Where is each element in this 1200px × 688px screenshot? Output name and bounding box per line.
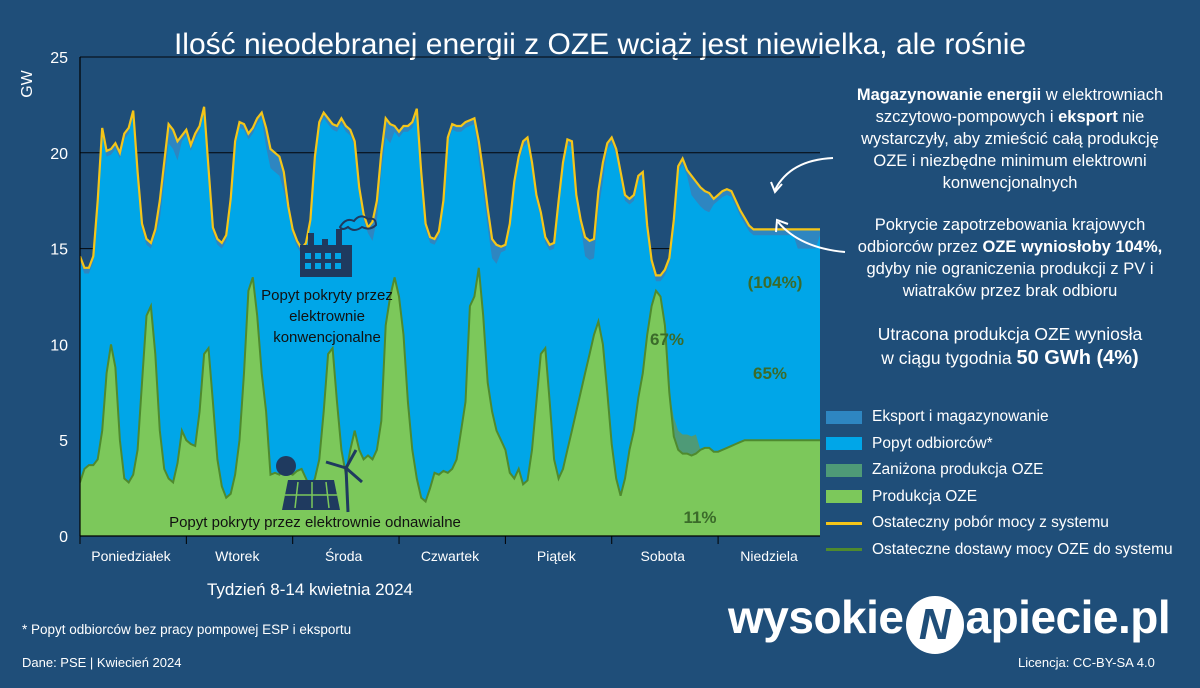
x-tick-label: Sobota: [641, 548, 686, 564]
legend-item: Produkcja OZE: [826, 484, 1173, 511]
annotation-arrow: [774, 157, 834, 191]
storage-line1-bold: Magazynowanie energii: [856, 86, 1042, 104]
coverage-line1: Pokrycie zapotrzebowania krajowych: [874, 216, 1146, 234]
icons-layer: [276, 215, 378, 513]
legend-item: Ostateczne dostawy mocy OZE do systemu: [826, 537, 1173, 564]
logo-mark-icon: N: [905, 596, 964, 654]
data-label: (104%): [748, 273, 803, 292]
line-layers: [80, 106, 820, 504]
legend-swatch: [826, 490, 862, 504]
total-consumption-line: [80, 106, 820, 277]
y-tick-label: 0: [59, 529, 68, 546]
data-label: 67%: [650, 330, 684, 349]
storage-line3: wystarczyły, aby zmieścić całą produkcję: [861, 130, 1159, 148]
arrow-head: [775, 218, 789, 233]
storage-line1-rest: w elektrowniach: [1041, 86, 1164, 104]
legend-item: Zaniżona produkcja OZE: [826, 457, 1173, 484]
storage-annotation: Magazynowanie energii w elektrowniach sz…: [820, 84, 1200, 194]
legend-item: Popyt odbiorców*: [826, 431, 1173, 458]
data-label: 65%: [753, 364, 787, 383]
legend-label: Ostateczny pobór mocy z systemu: [872, 514, 1109, 532]
y-tick-label: 5: [59, 433, 68, 450]
x-axis-title: Tydzień 8-14 kwietnia 2024: [206, 580, 414, 599]
legend-swatch: [826, 521, 862, 525]
license-text: Licencja: CC-BY-SA 4.0: [1018, 655, 1155, 670]
axes: 0 5 10 15 20 25 GW Poniedziałek Wtorek Środa Czwar…: [19, 50, 820, 564]
data-labels-layer: 67% 11% (104%) 65% Popyt pokryty przez elektr…: [169, 157, 846, 531]
storage-line2-b: nie: [1117, 108, 1145, 126]
x-tick-label: Poniedziałek: [91, 548, 171, 564]
storage-line5: konwencjonalnych: [942, 174, 1078, 192]
legend-item: Eksport i magazynowanie: [826, 404, 1173, 431]
region-label-renewable: Popyt pokryty przez elektrownie odnawial…: [169, 514, 461, 531]
region-label-conventional: Popyt pokryty przez: [261, 287, 393, 304]
storage-line2-a: szczytowo-pompowych i: [875, 108, 1059, 126]
y-axis-label: GW: [19, 69, 36, 97]
source-text: Dane: PSE | Kwiecień 2024: [22, 655, 182, 670]
x-tick-label: Niedziela: [740, 548, 798, 564]
lost-line1: Utracona produkcja OZE wyniosła: [877, 324, 1143, 344]
y-tick-label: 20: [50, 146, 68, 163]
legend-swatch: [826, 548, 862, 552]
y-tick-label: 25: [50, 50, 68, 67]
region-label-conventional: konwencjonalne: [273, 329, 381, 346]
y-tick-label: 10: [50, 337, 68, 354]
legend: Eksport i magazynowanie Popyt odbiorców* Z…: [826, 404, 1173, 563]
storage-line2-bold: eksport: [1058, 108, 1118, 126]
lost-annotation: Utracona produkcja OZE wyniosła w ciągu …: [830, 322, 1190, 370]
coverage-line4: wiatraków przez brak odbioru: [902, 282, 1118, 300]
x-tick-label: Wtorek: [215, 548, 260, 564]
area-layers: [80, 106, 820, 536]
storage-line4: OZE i niezbędne minimum elektrowni: [873, 152, 1147, 170]
coverage-line2-bold: OZE wyniosłoby 104%,: [982, 238, 1163, 256]
legend-swatch: [826, 410, 862, 424]
chart-title: Ilość nieodebranej energii z OZE wciąż j…: [173, 28, 1027, 61]
y-tick-label: 15: [50, 242, 68, 259]
logo-left: wysokie: [728, 591, 904, 643]
annotation-arrow: [777, 221, 846, 253]
lost-line2-a: w ciągu tygodnia: [881, 348, 1017, 368]
coverage-annotation: Pokrycie zapotrzebowania krajowych odbio…: [830, 214, 1190, 302]
footnote: * Popyt odbiorców bez pracy pompowej ESP…: [22, 622, 352, 637]
oze-production-area: [80, 267, 820, 536]
legend-label: Produkcja OZE: [872, 487, 978, 505]
legend-swatch: [826, 463, 862, 477]
x-tick-label: Czwartek: [421, 548, 480, 564]
x-tick-label: Środa: [325, 547, 363, 564]
legend-label: Popyt odbiorców*: [872, 434, 993, 452]
legend-item: Ostateczny pobór mocy z systemu: [826, 510, 1173, 537]
legend-label: Eksport i magazynowanie: [872, 408, 1049, 426]
coverage-line2-a: odbiorców przez: [857, 238, 983, 256]
legend-swatch: [826, 437, 862, 451]
legend-label: Zaniżona produkcja OZE: [872, 461, 1044, 479]
x-tick-label: Piątek: [537, 548, 577, 564]
region-label-conventional: elektrownie: [289, 308, 365, 325]
arrow-head: [770, 181, 783, 194]
data-label: 11%: [683, 508, 716, 527]
solar-wind-icon: [276, 449, 363, 513]
factory-icon: [300, 215, 378, 277]
coverage-line3: gdyby nie ograniczenia produkcji z PV i: [866, 260, 1154, 278]
legend-label: Ostateczne dostawy mocy OZE do systemu: [872, 540, 1173, 558]
oze-supply-line: [80, 267, 820, 504]
logo-right: apiecie.pl: [965, 591, 1171, 643]
lost-line2-bold: 50 GWh (4%): [1016, 347, 1139, 369]
